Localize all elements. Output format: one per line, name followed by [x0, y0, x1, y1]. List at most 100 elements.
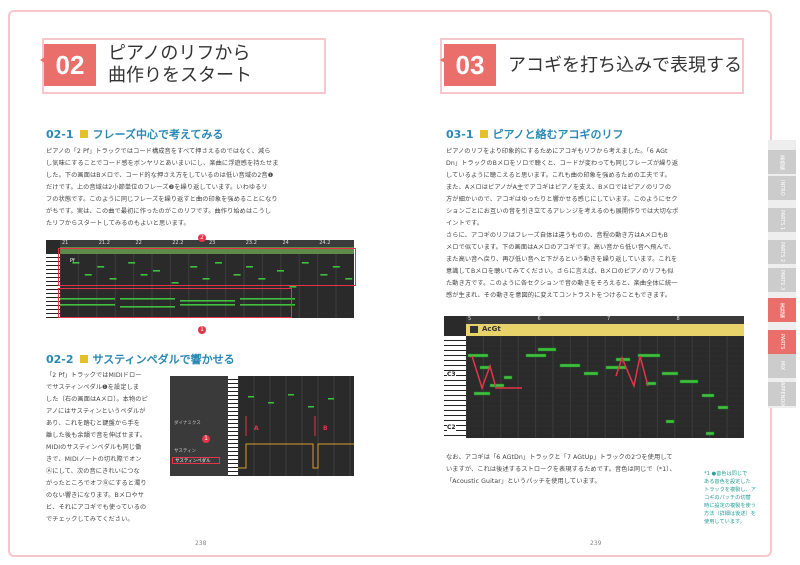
text-line: フの状態です。このように同じフレーズを繰り返すと曲の印象を強めることになり [46, 196, 278, 203]
text-line: ビ、それにアコギでも使っているの [46, 504, 147, 511]
sustain-pedal-field[interactable]: サスティンペダル [172, 457, 220, 464]
melody-contour [471, 355, 522, 391]
chapter-tab[interactable]: 楽曲編 [768, 150, 796, 174]
midi-note [109, 278, 117, 280]
midi-note [128, 262, 136, 264]
chapter-tab[interactable]: MIX [768, 354, 796, 378]
section-number: 03-1 [446, 128, 474, 141]
midi-note [120, 306, 175, 308]
square-icon [479, 130, 488, 138]
chapter-tab[interactable]: PARTS 1 [768, 208, 796, 232]
midi-note [559, 363, 581, 368]
body-text: ピアノの「2 Pf」トラックではコード構成音をすべて押さえるのではなく、減らし気… [46, 146, 356, 230]
inspector-panel: ダイナミクス サスティン サスティンペダル [170, 376, 229, 476]
midi-note [288, 394, 294, 396]
midi-note [320, 274, 328, 276]
chapter-tab[interactable]: INTRO [768, 176, 796, 200]
inspector-item: ダイナミクス [174, 421, 201, 426]
text-line: ピアノの「2 Pf」トラックではコード構成音をすべて押さえるのではなく、減ら [46, 148, 271, 155]
sustain-grid [238, 376, 354, 476]
text-line: し気味にすることでコード感をボンヤリとあいまいにし、楽曲に浮遊感を持たせま [46, 160, 279, 167]
ruler-label: 24 [282, 240, 289, 246]
midi-note [240, 304, 295, 306]
midi-note [345, 278, 353, 280]
midi-note [705, 431, 715, 436]
midi-note [277, 270, 284, 272]
chapter-tab[interactable]: PARTS 2 [768, 240, 796, 264]
body-text-2: なお、アコギは「6 AGtDn」トラックと「7 AGtUp」トラックの2つを使用… [446, 452, 696, 488]
text-line: コギのパッチの切替 [704, 495, 751, 501]
chapter-tab[interactable]: PARTS [768, 330, 796, 354]
midi-note [180, 300, 235, 302]
section-heading-2: 02-2 サスティンペダルで響かせる [46, 351, 235, 367]
piano-roll-screenshot: 21 21.2 22 22.2 23 23.2 24 24.2 Pf [46, 240, 354, 318]
text-line: アノにはサスティンというペダルが [46, 408, 146, 415]
midi-note [489, 383, 505, 388]
midi-note [289, 286, 297, 288]
timeline-ruler: 5 6 7 8 [466, 316, 744, 324]
body-text-2: 「2 Pf」トラックではMIDIドロー でサスティンペダル❶を設定しま した（右の画… [46, 370, 164, 526]
ruler-label: 23 [209, 240, 216, 246]
ruler-label: 6 [537, 316, 541, 322]
midi-note [190, 266, 198, 268]
chapter-title-line-1: ピアノのリフから [108, 43, 251, 64]
chord-highlight [58, 288, 292, 318]
midi-note [248, 396, 254, 398]
chapter-tab[interactable]: 実践編 [768, 298, 796, 322]
ruler-label: 8 [676, 316, 680, 322]
region-bar: AcGt [466, 324, 744, 336]
midi-note [637, 353, 661, 358]
text-line: がったところでオフⒷにすると濁り [46, 480, 147, 487]
ruler-label: 21 [62, 240, 69, 246]
section-heading: 02-1 フレーズ中心で考えてみる [46, 126, 223, 142]
midi-note [537, 347, 557, 352]
midi-note [202, 278, 210, 280]
page-frame [8, 10, 400, 557]
midi-note [605, 365, 627, 370]
text-line: 感が生まれ、その動きを意図的に変えてコントラストをつけることもできます。 [446, 292, 672, 299]
midi-note [268, 402, 274, 404]
body-text: ピアノのリフをより印象的にするためにアコギもリフから考えました。「6 AGt Dn… [446, 146, 756, 302]
chapter-tab[interactable]: PARTS 3 [768, 268, 796, 292]
chapter-title: アコギを打ち込みで表現する [508, 55, 742, 76]
midi-note [215, 262, 222, 264]
ruler-label: 21.2 [98, 240, 110, 246]
timeline-ruler: 21 21.2 22 22.2 23 23.2 24 24.2 [60, 240, 354, 247]
midi-note [153, 270, 160, 272]
text-line: イントです。 [446, 220, 484, 227]
region-icon [470, 326, 478, 333]
text-line: ピアノのリフをより印象的にするためにアコギもリフから考えました。「6 AGt [446, 148, 668, 155]
section-title: ピアノと絡むアコギのリフ [492, 128, 624, 141]
midi-note [97, 266, 105, 268]
text-line: あり、これを踏むと鍵盤から手を [46, 420, 141, 427]
midi-note [72, 262, 80, 264]
text-line: トラックを複製し、ア [704, 487, 756, 493]
text-line: 「Acoustic Guitar」というパッチを使用しています。 [446, 478, 601, 485]
midi-note [328, 398, 334, 400]
square-icon [79, 130, 88, 138]
piano-keys [228, 376, 238, 476]
midi-note [140, 274, 148, 276]
left-page: 02 ピアノのリフから 曲作りをスタート 02-1 フレーズ中心で考えてみる ピア… [8, 0, 401, 565]
chapter-title: ピアノのリフから 曲作りをスタート [108, 43, 252, 87]
region-name: Pf [70, 258, 75, 264]
text-line: 方法（詳細は後述）を [704, 511, 756, 517]
midi-note [246, 266, 253, 268]
c3-label: C3 [447, 371, 456, 378]
sustain-off-marker: B [323, 425, 328, 432]
phrase-highlight [58, 248, 356, 286]
midi-note [332, 266, 340, 268]
ruler-label: 22 [135, 240, 142, 246]
section-number: 02-2 [46, 353, 74, 366]
sustain-on-marker: A [254, 425, 259, 432]
chapter-tab[interactable]: APPENDIX [768, 382, 796, 407]
section-heading: 03-1 ピアノと絡むアコギのリフ [446, 126, 624, 142]
text-line: さらに、アコギのリフはフレーズ自体は違うものの、音程の動き方はAメロもB [446, 232, 668, 239]
text-line: 離した後も余韻で音を伸ばせます。 [46, 432, 146, 439]
section-title: サスティンペダルで響かせる [92, 353, 235, 366]
text-line: MIDIのサスティンペダルも同じ働 [46, 444, 142, 451]
text-line: また、AメロはピアノがA主でアコギはピアノを支え、Bメロではピアノのリフの [446, 184, 672, 191]
text-line: だけです。上の音域は2小節単位のフレーズ❷を繰り返しています。いわゆるリ [46, 184, 268, 191]
text-line: でサスティンペダル❶を設定しま [46, 384, 140, 391]
text-line: なお、アコギは「6 AGtDn」トラックと「7 AGtUp」トラックの2つを使用… [446, 454, 673, 461]
